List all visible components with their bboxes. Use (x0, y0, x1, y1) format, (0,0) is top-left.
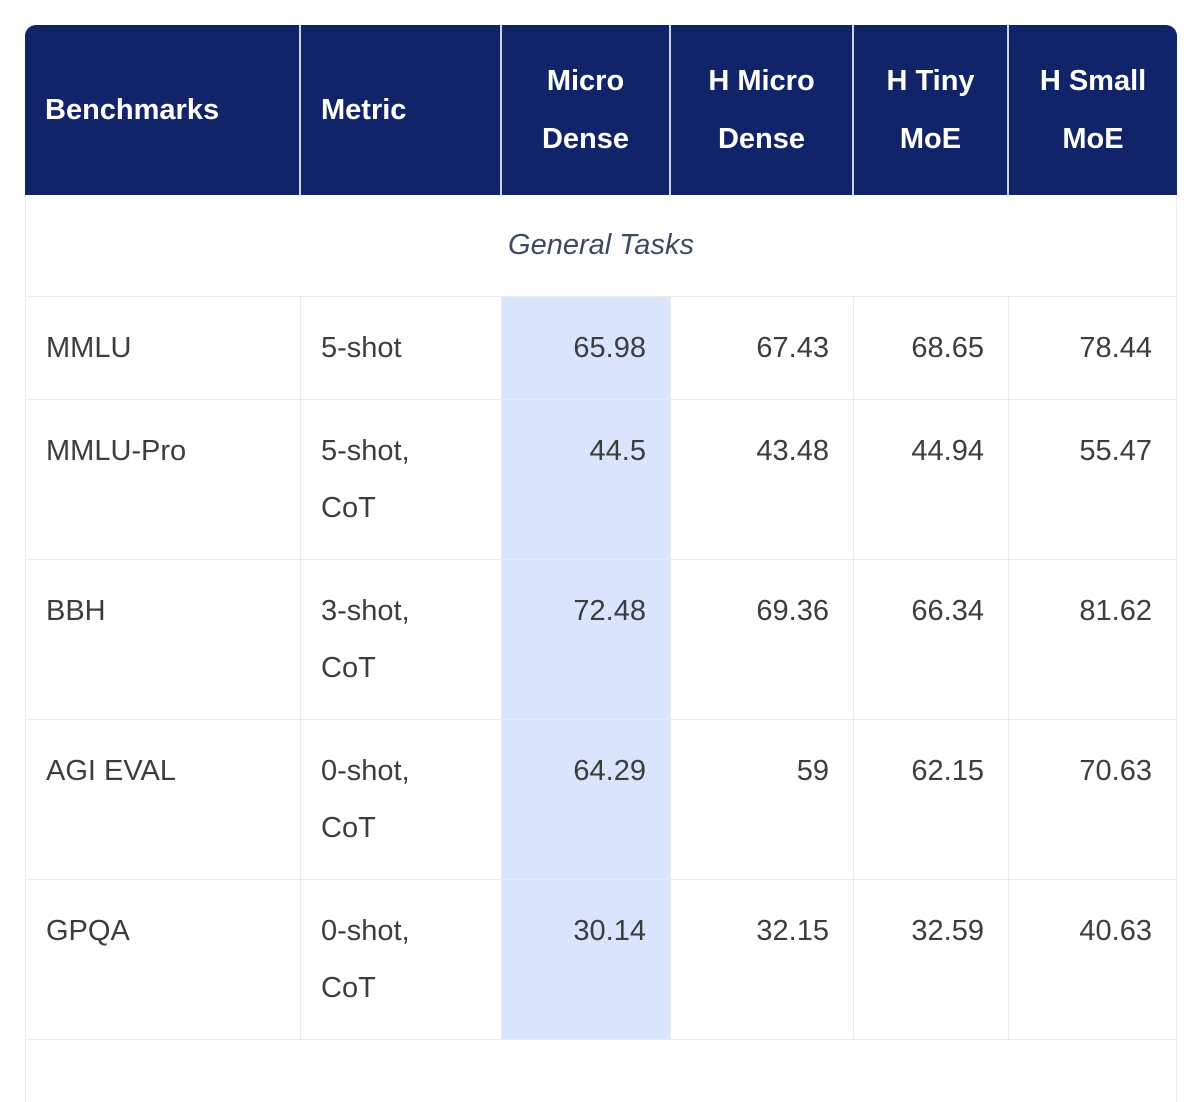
section-row-general-tasks: General Tasks (25, 195, 1177, 297)
table-row-mmlu-pro: MMLU-Pro 5-shot, CoT 44.5 43.48 44.94 55… (25, 400, 1177, 561)
section-label: General Tasks (25, 195, 1177, 297)
benchmark-cell: MMLU-Pro (25, 400, 301, 561)
value-cell-h-tiny-moe: 68.65 (854, 296, 1009, 401)
value-cell-micro-dense: 44.5 (502, 400, 671, 561)
value-cell-micro-dense: 65.98 (502, 296, 671, 401)
col-header-metric: Metric (301, 25, 502, 195)
table-row-mmlu: MMLU 5-shot 65.98 67.43 68.65 78.44 (25, 296, 1177, 401)
col-header-benchmarks: Benchmarks (25, 25, 301, 195)
metric-cell: 0-shot, CoT (301, 720, 502, 881)
benchmark-table: Benchmarks Metric Micro Dense H Micro De… (25, 25, 1177, 1102)
col-header-h-small-moe: H Small MoE (1009, 25, 1177, 195)
col-header-micro-dense: Micro Dense (502, 25, 671, 195)
value-cell-h-small-moe: 81.62 (1009, 560, 1177, 721)
value-cell-h-small-moe: 78.44 (1009, 296, 1177, 401)
value-cell-h-micro-dense: 67.43 (671, 296, 854, 401)
value-cell-micro-dense: 72.48 (502, 560, 671, 721)
header-row: Benchmarks Metric Micro Dense H Micro De… (25, 25, 1177, 195)
value-cell-h-tiny-moe: 62.15 (854, 720, 1009, 881)
table-row-agi-eval: AGI EVAL 0-shot, CoT 64.29 59 62.15 70.6… (25, 720, 1177, 881)
metric-cell: 5-shot, CoT (301, 400, 502, 561)
benchmark-cell: MMLU (25, 296, 301, 401)
benchmark-cell: GPQA (25, 880, 301, 1041)
col-header-h-micro-dense: H Micro Dense (671, 25, 854, 195)
benchmark-cell: BBH (25, 560, 301, 721)
value-cell-h-small-moe: 55.47 (1009, 400, 1177, 561)
value-cell-h-small-moe: 40.63 (1009, 880, 1177, 1041)
table-row-gpqa: GPQA 0-shot, CoT 30.14 32.15 32.59 40.63 (25, 880, 1177, 1041)
value-cell-micro-dense: 64.29 (502, 720, 671, 881)
value-cell-h-tiny-moe: 32.59 (854, 880, 1009, 1041)
value-cell-h-tiny-moe: 66.34 (854, 560, 1009, 721)
benchmark-cell: AGI EVAL (25, 720, 301, 881)
col-header-h-tiny-moe: H Tiny MoE (854, 25, 1009, 195)
value-cell-micro-dense: 30.14 (502, 880, 671, 1041)
value-cell-h-small-moe: 70.63 (1009, 720, 1177, 881)
metric-cell: 5-shot (301, 296, 502, 401)
value-cell-h-micro-dense: 32.15 (671, 880, 854, 1041)
value-cell-h-micro-dense: 59 (671, 720, 854, 881)
value-cell-h-micro-dense: 69.36 (671, 560, 854, 721)
table-row-bbh: BBH 3-shot, CoT 72.48 69.36 66.34 81.62 (25, 560, 1177, 721)
value-cell-h-micro-dense: 43.48 (671, 400, 854, 561)
value-cell-h-tiny-moe: 44.94 (854, 400, 1009, 561)
next-section-row-partial (25, 1040, 1177, 1102)
metric-cell: 0-shot, CoT (301, 880, 502, 1041)
next-section-cell (25, 1040, 1177, 1102)
metric-cell: 3-shot, CoT (301, 560, 502, 721)
